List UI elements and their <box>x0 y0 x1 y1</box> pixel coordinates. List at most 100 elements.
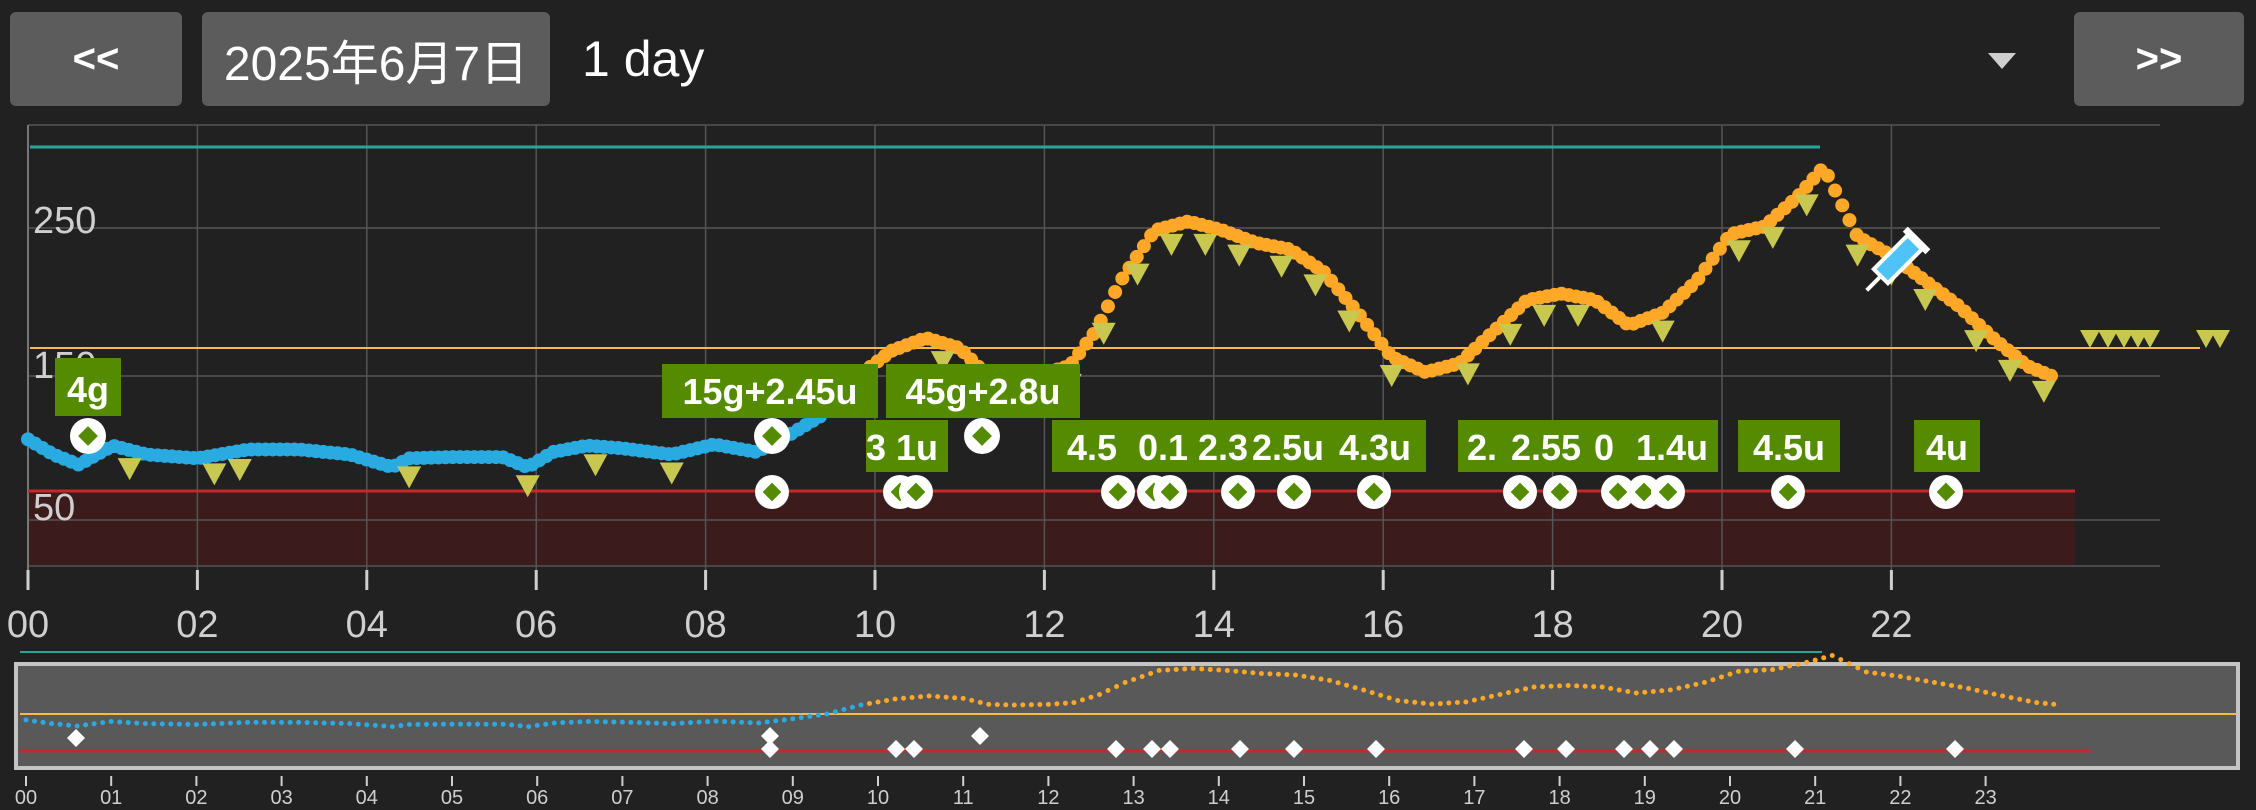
date-picker-button[interactable]: 2025年6月7日 <box>202 12 550 106</box>
navigator-dot <box>1548 683 1554 689</box>
range-select[interactable]: 1 day <box>582 31 705 87</box>
navigator-dot <box>628 719 634 725</box>
x-tick-label: 08 <box>684 604 726 646</box>
navigator-marker <box>1161 740 1179 758</box>
treatment-label: 4u <box>1926 427 1968 468</box>
treatment-label-bg <box>662 364 878 418</box>
treatment-marker[interactable] <box>1101 475 1135 509</box>
navigator-dot <box>1071 700 1077 706</box>
treatment-marker[interactable] <box>755 475 789 509</box>
treatment-marker[interactable] <box>1153 475 1187 509</box>
navigator-dot <box>134 720 140 726</box>
chevron-down-icon[interactable] <box>1988 53 2016 69</box>
navigator-dot <box>858 702 864 708</box>
navigator-dot <box>1156 668 1162 673</box>
smb-markers <box>117 194 2230 498</box>
treatment-marker[interactable] <box>1771 475 1805 509</box>
x-tick-label: 04 <box>346 604 388 646</box>
navigator-dot <box>23 717 29 723</box>
treatment-marker[interactable] <box>1503 475 1537 509</box>
navigator-dot <box>500 721 506 727</box>
navigator-x-label: 09 <box>782 787 804 809</box>
navigator-dot <box>884 698 890 703</box>
navigator-dot <box>406 722 412 727</box>
navigator-dot <box>1318 676 1324 682</box>
treatment-marker[interactable] <box>1277 475 1311 509</box>
navigator-dot <box>1028 702 1034 708</box>
navigator-dot <box>176 721 182 727</box>
navigator-dot <box>117 719 123 725</box>
treatment-marker[interactable] <box>899 475 933 509</box>
treatment-label-bg <box>1458 420 1506 472</box>
navigator-dot <box>1983 689 1989 695</box>
navigator-dot <box>1591 684 1597 690</box>
navigator-dot <box>619 719 625 725</box>
smb-triangle <box>1159 233 1184 256</box>
navigator-x-label: 07 <box>611 787 633 809</box>
navigator-dot <box>1148 671 1154 676</box>
navigator-dot <box>653 720 659 726</box>
x-tick-label: 22 <box>1870 604 1912 646</box>
navigator-dot <box>1693 681 1699 687</box>
treatment-marker[interactable] <box>964 418 1000 454</box>
navigator-dot <box>338 720 344 726</box>
next-day-button[interactable]: >> <box>2074 12 2244 106</box>
navigator-dot <box>1020 702 1026 708</box>
navigator-markers <box>67 727 1964 758</box>
treatment-markers[interactable] <box>70 418 1963 509</box>
navigator-dot <box>747 720 753 726</box>
treatment-marker[interactable] <box>1357 475 1391 509</box>
treatment-marker[interactable] <box>70 418 106 454</box>
smb-triangle <box>1726 240 1751 263</box>
navigator-dot <box>279 719 285 725</box>
navigator-dot <box>1821 655 1827 661</box>
navigator-dot <box>1650 689 1656 694</box>
navigator-dot <box>1880 671 1886 677</box>
treatment-marker[interactable] <box>1627 475 1661 509</box>
smb-triangle <box>1091 322 1116 345</box>
navigator-dot <box>389 724 395 730</box>
navigator-dot <box>1463 699 1469 705</box>
smb-triangle <box>515 475 540 498</box>
previous-day-button[interactable]: << <box>10 12 182 106</box>
treatment-label-bg <box>55 358 121 416</box>
navigator-dot <box>1812 657 1818 663</box>
navigator-dot <box>790 716 796 722</box>
navigator-dot <box>1037 702 1043 708</box>
treatment-marker[interactable] <box>754 418 790 454</box>
treatment-marker[interactable] <box>1651 475 1685 509</box>
navigator-x-label: 01 <box>100 787 122 809</box>
navigator-dot <box>287 719 293 725</box>
navigator-dot <box>1284 672 1290 678</box>
treatment-marker[interactable] <box>1929 475 1963 509</box>
navigator-dot <box>66 722 72 728</box>
navigator-x-label: 19 <box>1634 787 1656 809</box>
glucose-dot <box>1115 271 1130 286</box>
smb-triangle <box>397 466 422 489</box>
treatment-marker[interactable] <box>1221 475 1255 509</box>
navigator-dot <box>227 720 233 726</box>
navigator-dot <box>1267 671 1273 677</box>
navigator-dot <box>1088 694 1094 700</box>
treatment-label-bg <box>1324 420 1426 472</box>
navigator-dot <box>1846 661 1852 667</box>
navigator-dot <box>270 719 276 725</box>
navigator-dot <box>1787 663 1793 669</box>
navigator-dot <box>1114 684 1120 689</box>
navigator-dot <box>611 719 617 725</box>
navigator-x-label: 14 <box>1208 787 1230 809</box>
navigator-dot <box>798 715 804 721</box>
treatment-marker[interactable] <box>1601 475 1635 509</box>
navigator-dot <box>1514 688 1520 694</box>
navigator-dot <box>509 722 515 728</box>
navigator-dot <box>245 719 251 725</box>
navigator-dot <box>1991 691 1997 697</box>
treatment-marker[interactable] <box>1543 475 1577 509</box>
navigator-dot <box>1233 668 1239 674</box>
navigator-dot <box>1957 684 1963 690</box>
navigator-dot <box>815 712 821 718</box>
glucose-dot <box>1820 168 1835 183</box>
treatment-label: 1.4u <box>1636 427 1708 468</box>
navigator-dot <box>1889 672 1895 678</box>
